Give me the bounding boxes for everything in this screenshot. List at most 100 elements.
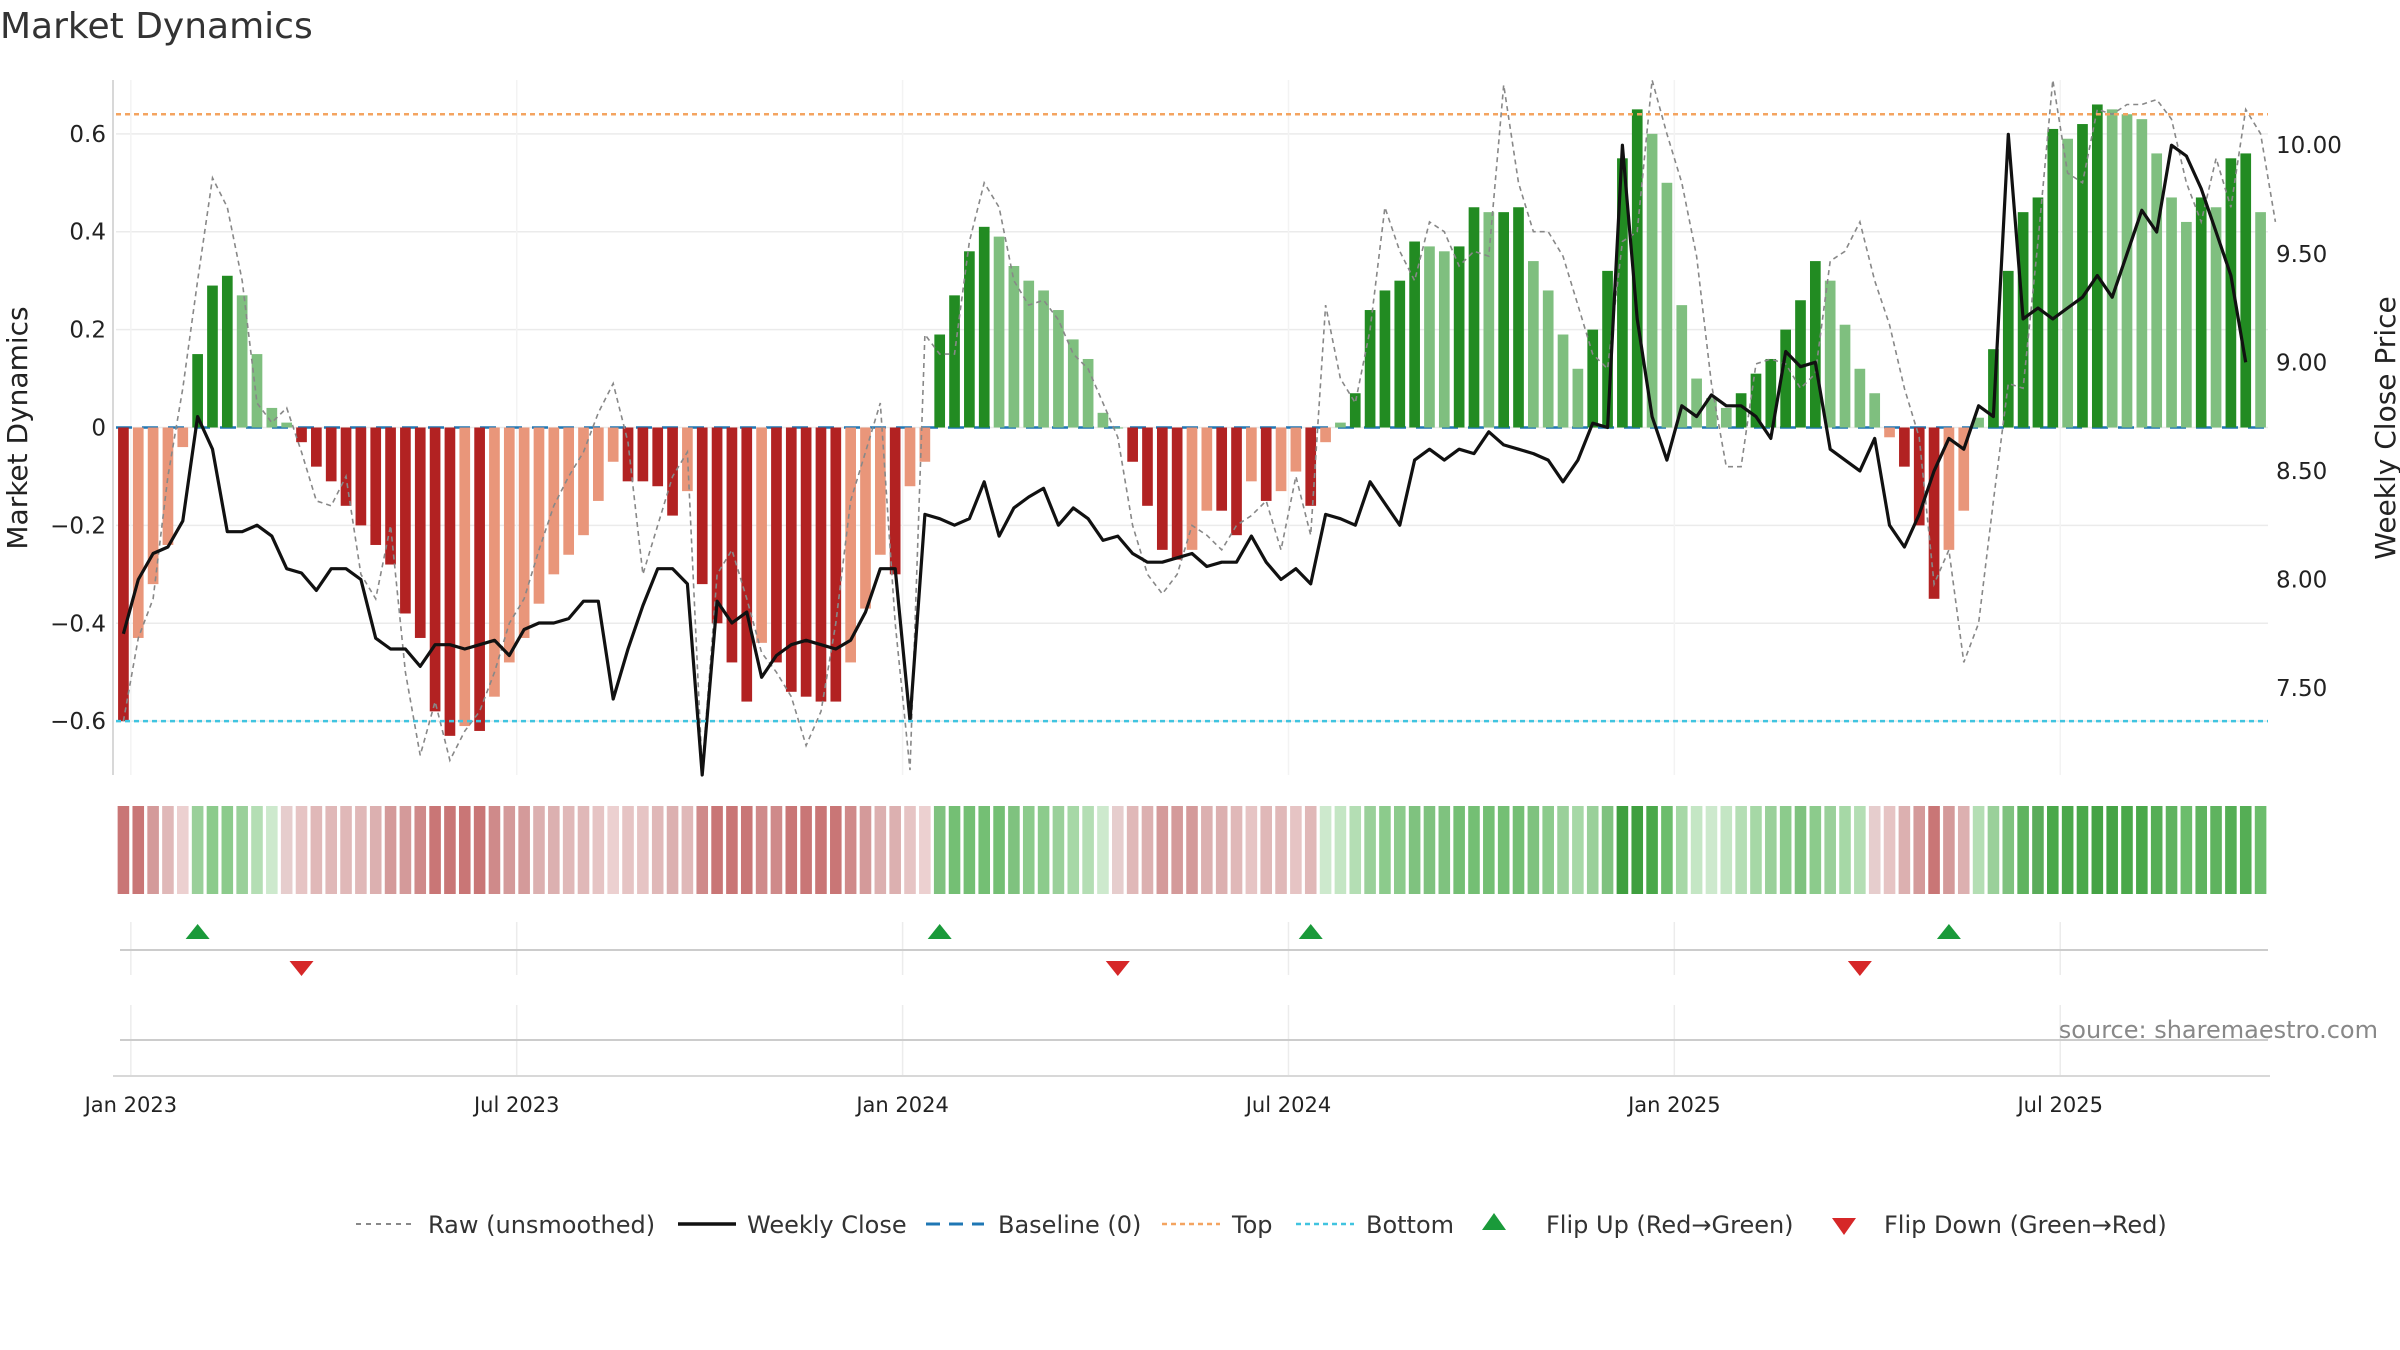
strip-cell (1586, 806, 1599, 894)
legend-item-flip-up: Flip Up (Red→Green) (1482, 1211, 1794, 1239)
flip-down-marker (289, 961, 314, 976)
bar (1720, 407, 1732, 428)
bar (400, 427, 411, 614)
right-tick-label: 9.00 (2276, 350, 2327, 376)
bar (785, 427, 797, 692)
strip-cell (933, 806, 946, 894)
strip-cell (1393, 806, 1406, 894)
strip-cell (1868, 806, 1881, 894)
strip-cell (280, 806, 293, 894)
bar (652, 427, 664, 487)
bar (622, 427, 634, 482)
x-tick-label: Jan 2024 (854, 1093, 949, 1117)
bar (1661, 182, 1673, 428)
bar (1305, 427, 1317, 506)
x-tick-label: Jul 2023 (472, 1093, 559, 1117)
strip-cell (785, 806, 798, 894)
strip-cell (1052, 806, 1065, 894)
strip-cell (1275, 806, 1287, 894)
bar (1958, 427, 1970, 511)
bar (1082, 358, 1094, 428)
strip-cell (904, 806, 916, 894)
strip-cell (859, 806, 872, 894)
strip-cell (1779, 806, 1792, 894)
bar (1646, 133, 1658, 428)
x-tick-label: Jan 2025 (1626, 1093, 1721, 1117)
bar (1676, 305, 1688, 428)
bar (964, 251, 975, 428)
bar (296, 427, 307, 443)
strip-cell (2150, 806, 2163, 894)
bar (1409, 241, 1420, 428)
strip-cell (755, 806, 768, 894)
strip-cell (1705, 806, 1718, 894)
strip-cell (1408, 806, 1421, 894)
strip-cell (711, 806, 723, 894)
bar (1053, 310, 1064, 428)
flip-up-legend-icon (1482, 1213, 1506, 1230)
strip-cell (1675, 806, 1688, 894)
bar (578, 427, 589, 536)
strip-cell (2106, 806, 2118, 894)
bar (889, 427, 901, 575)
strip-cell (919, 806, 931, 894)
signal-strip (117, 806, 2267, 894)
bar (414, 427, 426, 638)
strip-cell (221, 806, 234, 894)
bar (1557, 334, 1569, 428)
bar (1854, 368, 1866, 428)
bar (1765, 358, 1777, 428)
legend-bottom-label: Bottom (1366, 1211, 1454, 1239)
bar (1171, 427, 1183, 560)
strip-cell (1735, 806, 1747, 894)
flip-up-marker (1298, 924, 1323, 939)
bar (1572, 368, 1584, 428)
bar (593, 427, 604, 501)
x-axis-ticks: Jan 2023 Jul 2023 Jan 2024 Jul 2024 Jan 2025… (83, 1093, 2103, 1117)
bar (311, 427, 322, 467)
strip-cell (2210, 806, 2222, 894)
bar (1631, 109, 1643, 428)
bar (726, 427, 738, 663)
strip-cell (414, 806, 427, 894)
strip-cell (1542, 806, 1554, 894)
strip-cell (355, 806, 367, 894)
bar (1587, 329, 1599, 428)
bar (355, 427, 367, 526)
strip-cell (310, 806, 323, 894)
bar (741, 427, 753, 702)
strip-cell (1765, 806, 1777, 894)
bar (711, 427, 723, 624)
bar (874, 427, 886, 555)
bar (1023, 280, 1035, 428)
bar (949, 295, 960, 428)
bar (978, 226, 990, 428)
bar (756, 427, 767, 643)
legend-flip-up-label: Flip Up (Red→Green) (1546, 1211, 1794, 1239)
bar (1231, 427, 1242, 536)
close-line (121, 132, 2248, 777)
bar (1260, 427, 1272, 501)
left-axis-label: Market Dynamics (1, 306, 34, 549)
strip-cell (830, 806, 842, 894)
strip-cell (651, 806, 664, 894)
bar (1750, 373, 1762, 428)
right-tick-label: 9.50 (2276, 242, 2327, 268)
bar (1513, 207, 1524, 428)
strip-cell (1824, 806, 1836, 894)
bar (2255, 212, 2266, 428)
strip-cell (488, 806, 501, 894)
strip-cell (1883, 806, 1896, 894)
strip-cell (696, 806, 709, 894)
bar (800, 427, 812, 697)
strip-cell (117, 806, 130, 894)
right-axis-label: Weekly Close Price (2369, 296, 2400, 559)
bar (118, 427, 129, 722)
strip-cell (2180, 806, 2193, 894)
strip-cell (1453, 806, 1465, 894)
left-tick-label: −0.2 (50, 513, 106, 539)
right-tick-label: 7.50 (2276, 676, 2327, 702)
bar (563, 427, 575, 555)
legend-item-raw: Raw (unsmoothed) (356, 1211, 655, 1239)
bar (2032, 197, 2044, 428)
